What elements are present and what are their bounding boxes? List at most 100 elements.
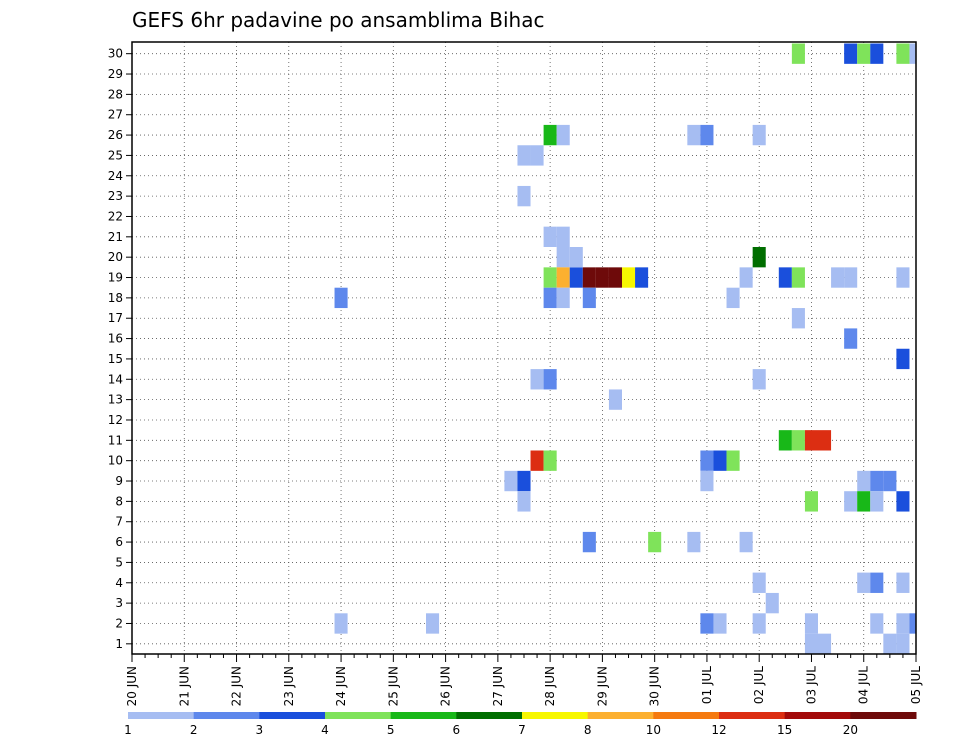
- heatmap-cell: [896, 633, 910, 654]
- heatmap-cell: [726, 287, 740, 309]
- legend-swatch: [719, 712, 786, 719]
- y-tick-label: 30: [108, 47, 123, 61]
- heatmap-cell: [608, 267, 622, 288]
- legend-label: 1: [124, 723, 132, 737]
- x-tick-label: 26 JUN: [439, 666, 453, 706]
- legend-label: 7: [518, 723, 526, 737]
- y-tick-label: 18: [108, 291, 123, 305]
- heatmap-cell: [517, 145, 531, 166]
- heatmap-cell: [844, 491, 858, 512]
- x-tick-label: 29 JUN: [595, 666, 609, 706]
- heatmap-cells: [334, 43, 916, 654]
- x-tick-label: 27 JUN: [491, 666, 505, 706]
- legend-swatch: [587, 712, 654, 719]
- legend-label: 12: [711, 723, 726, 737]
- heatmap-cell: [752, 613, 766, 634]
- heatmap-cell: [791, 43, 805, 64]
- heatmap-cell: [883, 470, 897, 492]
- heatmap-cell: [595, 267, 609, 288]
- y-tick-label: 11: [108, 433, 123, 447]
- x-tick-label: 30 JUN: [648, 666, 662, 706]
- heatmap-cell: [700, 613, 714, 634]
- heatmap-cell: [778, 430, 792, 451]
- x-tick-label: 01 JUL: [700, 666, 714, 704]
- x-tick-label: 22 JUN: [230, 666, 244, 706]
- heatmap-cell: [334, 287, 348, 309]
- x-tick-label: 25 JUN: [386, 666, 400, 706]
- legend-swatch: [193, 712, 260, 719]
- heatmap-cell: [844, 43, 858, 64]
- y-tick-label: 12: [108, 413, 123, 427]
- heatmap-cell: [909, 613, 916, 634]
- heatmap-cell: [543, 287, 557, 309]
- y-tick-label: 15: [108, 352, 123, 366]
- heatmap-cell: [844, 267, 858, 288]
- y-tick-label: 25: [108, 148, 123, 162]
- heatmap-cell: [517, 470, 531, 492]
- heatmap-cell: [517, 491, 531, 512]
- x-tick-label: 23 JUN: [282, 666, 296, 706]
- heatmap-cell: [857, 43, 871, 64]
- heatmap-cell: [543, 124, 557, 146]
- heatmap-cell: [831, 267, 845, 288]
- y-tick-label: 7: [115, 515, 123, 529]
- heatmap-cell: [569, 267, 583, 288]
- heatmap-cell: [844, 328, 858, 349]
- heatmap-cell: [713, 450, 727, 471]
- heatmap-cell: [648, 531, 662, 553]
- heatmap-cell: [870, 470, 884, 492]
- y-axis: 1234567891011121314151617181920212223242…: [108, 47, 132, 651]
- x-tick-label: 28 JUN: [543, 666, 557, 706]
- heatmap-cell: [896, 348, 910, 370]
- heatmap-cell: [700, 124, 714, 146]
- y-tick-label: 16: [108, 332, 123, 346]
- heatmap-cell: [739, 267, 753, 288]
- heatmap-cell: [804, 633, 818, 654]
- legend-label: 20: [843, 723, 858, 737]
- y-tick-label: 29: [108, 67, 123, 81]
- y-tick-label: 19: [108, 271, 123, 285]
- heatmap-cell: [517, 185, 531, 207]
- heatmap-cell: [791, 267, 805, 288]
- heatmap-cell: [857, 572, 871, 593]
- y-tick-label: 4: [115, 576, 123, 590]
- y-tick-label: 5: [115, 555, 123, 569]
- grid: [132, 42, 916, 654]
- heatmap-cell: [818, 633, 832, 654]
- y-tick-label: 1: [115, 637, 123, 651]
- heatmap-cell: [752, 124, 766, 146]
- heatmap-cell: [778, 267, 792, 288]
- heatmap-cell: [752, 369, 766, 390]
- y-tick-label: 23: [108, 189, 123, 203]
- heatmap-cell: [791, 430, 805, 451]
- heatmap-cell: [765, 592, 779, 614]
- y-tick-label: 22: [108, 209, 123, 223]
- y-tick-label: 28: [108, 87, 123, 101]
- heatmap-cell: [739, 531, 753, 553]
- heatmap-cell: [556, 247, 570, 268]
- y-tick-label: 6: [115, 535, 123, 549]
- heatmap-cell: [713, 613, 727, 634]
- y-tick-label: 27: [108, 108, 123, 122]
- x-tick-label: 20 JUN: [125, 666, 139, 706]
- x-tick-label: 05 JUL: [909, 666, 923, 704]
- x-axis: 20 JUN 21 JUN 22 JUN 23 JUN 24 JUN 25 JUN 26 J…: [125, 654, 923, 706]
- x-tick-label: 03 JUL: [804, 666, 818, 704]
- heatmap-cell: [896, 491, 910, 512]
- legend-swatch: [128, 712, 195, 719]
- x-tick-label: 04 JUL: [857, 666, 871, 704]
- heatmap-cell: [608, 389, 622, 410]
- heatmap-cell: [818, 430, 832, 451]
- legend-label: 5: [387, 723, 395, 737]
- y-tick-label: 24: [108, 169, 123, 183]
- y-tick-label: 8: [115, 494, 123, 508]
- heatmap-cell: [870, 43, 884, 64]
- legend-swatch: [390, 712, 457, 719]
- heatmap-cell: [857, 470, 871, 492]
- legend-label: 8: [584, 723, 592, 737]
- legend-swatch: [522, 712, 589, 719]
- heatmap-cell: [726, 450, 740, 471]
- y-tick-label: 21: [108, 230, 123, 244]
- legend-label: 4: [321, 723, 329, 737]
- heatmap-cell: [870, 613, 884, 634]
